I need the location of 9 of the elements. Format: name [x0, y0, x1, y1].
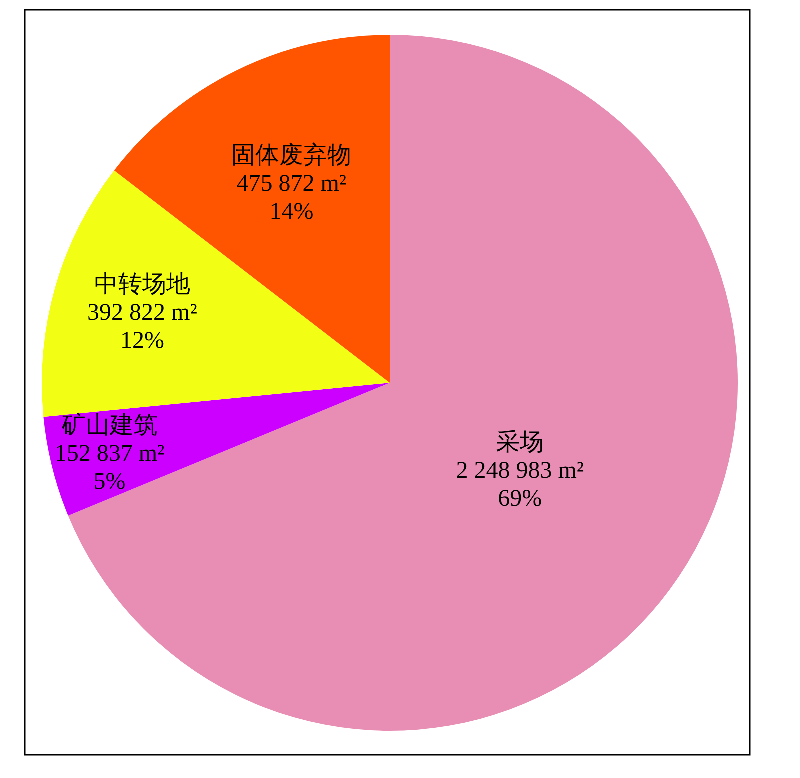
- slice-label: 中转场地: [94, 272, 190, 298]
- slice-label: 矿山建筑: [60, 412, 158, 440]
- slice-label: 固体废弃物: [232, 142, 352, 170]
- data-label: 152 837 m² 5%: [54, 441, 165, 496]
- data-label: 475 872 m² 14%: [236, 171, 347, 226]
- data-label: 392 822 m² 12%: [88, 300, 198, 354]
- slice-label: 采场: [496, 430, 544, 456]
- pie-slice: [44, 383, 390, 516]
- data-label: 2 248 983 m² 69%: [456, 458, 584, 512]
